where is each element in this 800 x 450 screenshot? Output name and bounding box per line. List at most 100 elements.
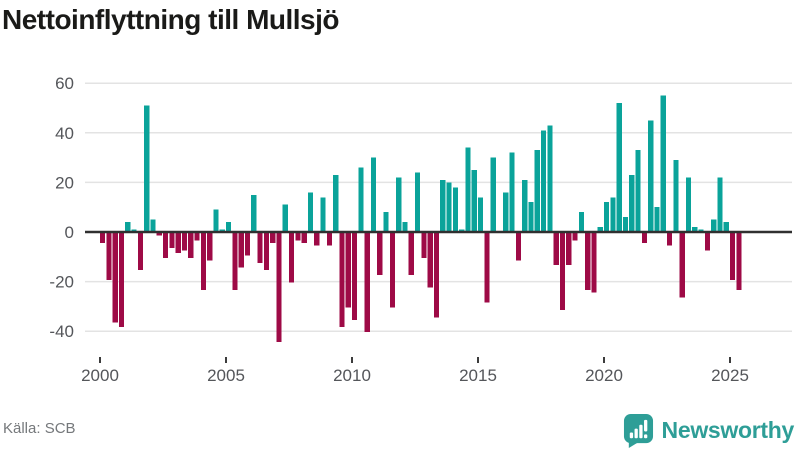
bar-2011-Q1 bbox=[377, 233, 383, 276]
bar-2017-Q4 bbox=[547, 125, 553, 232]
bar-2000-Q3 bbox=[112, 233, 118, 323]
bar-2021-Q4 bbox=[648, 120, 654, 232]
bar-2002-Q1 bbox=[150, 219, 156, 232]
bar-2001-Q3 bbox=[137, 233, 143, 271]
bar-2010-Q1 bbox=[352, 233, 358, 320]
bar-2010-Q4 bbox=[370, 157, 377, 232]
bar-2013-Q1 bbox=[427, 233, 433, 288]
bar-2005-Q4 bbox=[244, 233, 251, 256]
bar-2019-Q2 bbox=[585, 233, 591, 291]
bar-2016-Q1 bbox=[503, 192, 509, 232]
bar-2025-Q1 bbox=[730, 233, 736, 281]
bar-2005-Q3 bbox=[238, 233, 244, 268]
bar-2003-Q3 bbox=[188, 233, 194, 258]
bar-2020-Q3 bbox=[616, 103, 622, 232]
newsworthy-logo-text: Newsworthy bbox=[661, 417, 795, 443]
bar-2015-Q3 bbox=[490, 157, 496, 232]
bar-2005-Q2 bbox=[232, 233, 238, 291]
bar-2024-Q2 bbox=[711, 219, 717, 232]
bar-2020-Q1 bbox=[604, 202, 610, 232]
bar-2006-Q4 bbox=[270, 233, 276, 243]
bar-2008-Q1 bbox=[301, 233, 307, 243]
bar-2004-Q3 bbox=[213, 209, 219, 232]
bar-2016-Q4 bbox=[522, 179, 528, 232]
y-tick-label--20: -20 bbox=[49, 273, 74, 292]
bar-2014-Q1 bbox=[452, 187, 458, 232]
y-tick-label--40: -40 bbox=[49, 322, 74, 341]
bar-2018-Q3 bbox=[566, 233, 572, 266]
x-tick-label-2010: 2010 bbox=[333, 366, 371, 385]
bar-2021-Q3 bbox=[641, 233, 647, 243]
bar-2012-Q3 bbox=[415, 172, 421, 232]
source-note: Källa: SCB bbox=[3, 420, 76, 437]
bar-2011-Q2 bbox=[383, 212, 389, 232]
bar-2017-Q3 bbox=[541, 130, 547, 232]
bar-2016-Q2 bbox=[509, 152, 515, 232]
bar-2010-Q3 bbox=[364, 233, 370, 333]
bar-2013-Q3 bbox=[440, 179, 446, 232]
bar-2009-Q4 bbox=[345, 233, 351, 308]
bar-2021-Q2 bbox=[635, 150, 641, 232]
bar-2007-Q4 bbox=[295, 233, 301, 241]
bar-2020-Q4 bbox=[622, 217, 629, 232]
bar-2001-Q1 bbox=[125, 222, 131, 232]
y-tick-label-0: 0 bbox=[65, 223, 74, 242]
bar-2005-Q1 bbox=[226, 222, 232, 232]
bar-2011-Q4 bbox=[396, 177, 402, 232]
bar-2021-Q1 bbox=[629, 174, 635, 232]
bar-2018-Q1 bbox=[553, 233, 559, 266]
bar-2009-Q2 bbox=[333, 174, 339, 232]
bar-2018-Q2 bbox=[559, 233, 566, 310]
bar-2002-Q2 bbox=[156, 233, 162, 236]
bar-2022-Q4 bbox=[673, 160, 679, 232]
bar-2017-Q1 bbox=[528, 202, 534, 232]
chart-title: Nettoinflyttning till Mullsjö bbox=[2, 4, 340, 35]
bar-2013-Q2 bbox=[433, 233, 440, 318]
bar-2004-Q2 bbox=[207, 233, 213, 261]
bar-2007-Q1 bbox=[276, 233, 282, 343]
bar-2019-Q3 bbox=[591, 233, 597, 293]
y-tick-label-40: 40 bbox=[55, 124, 74, 143]
bar-2009-Q1 bbox=[326, 233, 332, 246]
bar-2020-Q2 bbox=[610, 197, 616, 232]
bar-2023-Q2 bbox=[685, 177, 692, 232]
bar-2011-Q3 bbox=[389, 233, 395, 308]
bar-2024-Q4 bbox=[723, 222, 729, 232]
bar-2023-Q1 bbox=[679, 233, 685, 298]
bar-2024-Q3 bbox=[717, 177, 723, 232]
bar-2022-Q2 bbox=[660, 95, 666, 232]
bar-2015-Q2 bbox=[484, 233, 490, 303]
bar-2022-Q3 bbox=[667, 233, 673, 246]
bar-2008-Q4 bbox=[320, 197, 326, 232]
bar-2008-Q2 bbox=[307, 192, 314, 232]
bar-2003-Q2 bbox=[181, 233, 188, 251]
x-tick-label-2005: 2005 bbox=[207, 366, 245, 385]
x-tick-label-2020: 2020 bbox=[585, 366, 623, 385]
x-tick-label-2025: 2025 bbox=[711, 366, 749, 385]
bar-2023-Q3 bbox=[692, 227, 698, 232]
bar-2000-Q4 bbox=[118, 233, 125, 328]
bar-2008-Q3 bbox=[314, 233, 320, 246]
bar-2006-Q3 bbox=[263, 233, 269, 271]
bar-2017-Q2 bbox=[534, 150, 540, 232]
bar-2013-Q4 bbox=[446, 182, 452, 232]
bar-2019-Q4 bbox=[597, 227, 603, 232]
bar-2024-Q1 bbox=[704, 233, 710, 251]
bar-2014-Q4 bbox=[471, 170, 477, 232]
bar-2012-Q2 bbox=[408, 233, 414, 276]
bar-2003-Q1 bbox=[175, 233, 181, 253]
bar-2012-Q1 bbox=[402, 222, 408, 232]
bar-2012-Q4 bbox=[421, 233, 427, 258]
bar-2025-Q2 bbox=[736, 233, 742, 291]
bar-2002-Q4 bbox=[169, 233, 175, 248]
bar-2014-Q3 bbox=[465, 147, 471, 232]
bar-2022-Q1 bbox=[654, 207, 660, 232]
bar-2007-Q2 bbox=[282, 204, 288, 232]
y-tick-label-20: 20 bbox=[55, 173, 74, 192]
newsworthy-logo-icon bbox=[623, 414, 653, 448]
bar-2018-Q4 bbox=[572, 233, 578, 241]
y-tick-label-60: 60 bbox=[55, 74, 74, 93]
bar-2004-Q1 bbox=[200, 233, 206, 291]
